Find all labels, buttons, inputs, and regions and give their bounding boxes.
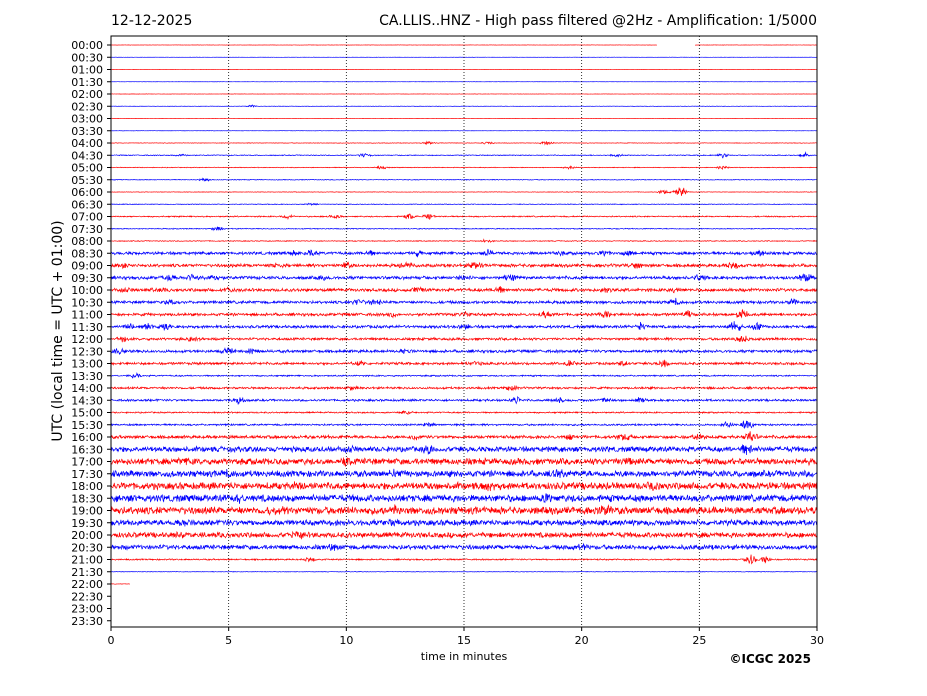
chart-date: 12-12-2025 <box>111 13 192 29</box>
trace-row-1300 <box>110 359 818 368</box>
y-tick-label: 16:00 <box>71 431 103 444</box>
trace-row-0930 <box>110 273 818 282</box>
y-tick-label: 02:30 <box>71 100 103 113</box>
y-tick-label: 16:30 <box>71 443 103 456</box>
y-tick-label: 19:00 <box>71 505 103 518</box>
y-tick-label: 02:00 <box>71 88 103 101</box>
trace-row-1100 <box>110 308 818 319</box>
y-tick-label: 03:30 <box>71 125 103 138</box>
trace-row-2000 <box>110 530 817 540</box>
chart-title: CA.LLIS..HNZ - High pass filtered @2Hz -… <box>379 13 817 29</box>
x-axis: 0 5 10 15 20 25 30 <box>108 627 824 647</box>
trace-group <box>110 44 818 585</box>
trace-row-1530 <box>110 420 818 429</box>
y-tick-label: 15:30 <box>71 419 103 432</box>
y-tick-label: 22:30 <box>71 590 103 603</box>
y-tick-label: 01:30 <box>71 76 103 89</box>
y-tick-label: 09:30 <box>71 272 103 285</box>
plot-frame <box>110 35 818 628</box>
y-tick-label: 14:30 <box>71 394 103 407</box>
x-axis-label: time in minutes <box>421 650 508 663</box>
trace-row-0600 <box>110 187 818 196</box>
y-tick-label: 15:00 <box>71 407 103 420</box>
y-tick-label: 10:30 <box>71 296 103 309</box>
trace-row-0230 <box>110 104 818 108</box>
y-tick-label: 23:30 <box>71 615 103 628</box>
y-tick-label: 03:00 <box>71 113 103 126</box>
y-axis: 00:0000:3001:0001:3002:0002:3003:0003:30… <box>71 39 111 628</box>
y-tick-label: 19:30 <box>71 517 103 530</box>
trace-row-1730 <box>110 468 818 479</box>
y-tick-label: 12:30 <box>71 345 103 358</box>
y-tick-label: 00:00 <box>71 39 103 52</box>
y-tick-label: 18:30 <box>71 492 103 505</box>
x-tick-label: 0 <box>108 634 115 647</box>
x-tick-label: 15 <box>457 634 471 647</box>
trace-row-0530 <box>110 177 818 182</box>
y-tick-label: 23:00 <box>71 603 103 616</box>
y-tick-label: 09:00 <box>71 260 103 273</box>
trace-row-2130 <box>110 571 818 573</box>
y-tick-label: 01:00 <box>71 64 103 77</box>
trace-row-0430 <box>110 151 818 159</box>
trace-row-1830 <box>110 493 818 504</box>
y-tick-label: 07:00 <box>71 211 103 224</box>
trace-row-0500 <box>110 165 818 171</box>
trace-row-1130 <box>110 321 818 332</box>
y-tick-label: 08:00 <box>71 235 103 248</box>
y-tick-label: 13:00 <box>71 358 103 371</box>
y-tick-label: 21:00 <box>71 554 103 567</box>
y-axis-label: UTC (local time = UTC + 01:00) <box>50 220 66 441</box>
trace-row-1600 <box>110 431 818 442</box>
y-tick-label: 21:30 <box>71 566 103 579</box>
y-tick-label: 06:30 <box>71 198 103 211</box>
y-tick-label: 04:30 <box>71 149 103 162</box>
y-tick-label: 14:00 <box>71 382 103 395</box>
trace-row-1500 <box>110 410 818 416</box>
x-tick-label: 30 <box>810 634 824 647</box>
y-tick-label: 04:00 <box>71 137 103 150</box>
y-tick-label: 20:30 <box>71 541 103 554</box>
y-tick-label: 18:00 <box>71 480 103 493</box>
trace-row-1430 <box>110 395 818 405</box>
gridline-group <box>228 36 700 627</box>
trace-row-0400 <box>110 140 818 146</box>
y-tick-label: 11:30 <box>71 321 103 334</box>
y-tick-label: 12:00 <box>71 333 103 346</box>
y-tick-label: 22:00 <box>71 578 103 591</box>
trace-row-2100 <box>110 554 818 565</box>
x-tick-label: 20 <box>575 634 589 647</box>
y-tick-label: 05:30 <box>71 174 103 187</box>
x-tick-label: 25 <box>692 634 706 647</box>
trace-row-0830 <box>110 248 818 258</box>
y-tick-label: 10:00 <box>71 284 103 297</box>
x-tick-label: 10 <box>339 634 353 647</box>
trace-row-1400 <box>110 385 818 392</box>
y-tick-label: 13:30 <box>71 370 103 383</box>
y-tick-label: 07:30 <box>71 223 103 236</box>
y-tick-label: 17:00 <box>71 456 103 469</box>
y-tick-label: 00:30 <box>71 51 103 64</box>
y-tick-label: 17:30 <box>71 468 103 481</box>
y-tick-label: 11:00 <box>71 309 103 322</box>
trace-row-2030 <box>110 542 818 551</box>
x-tick-label: 5 <box>225 634 232 647</box>
y-tick-label: 06:00 <box>71 186 103 199</box>
y-tick-label: 08:30 <box>71 247 103 260</box>
copyright-label: ©ICGC 2025 <box>729 652 811 666</box>
y-tick-label: 20:00 <box>71 529 103 542</box>
y-tick-label: 05:00 <box>71 162 103 175</box>
